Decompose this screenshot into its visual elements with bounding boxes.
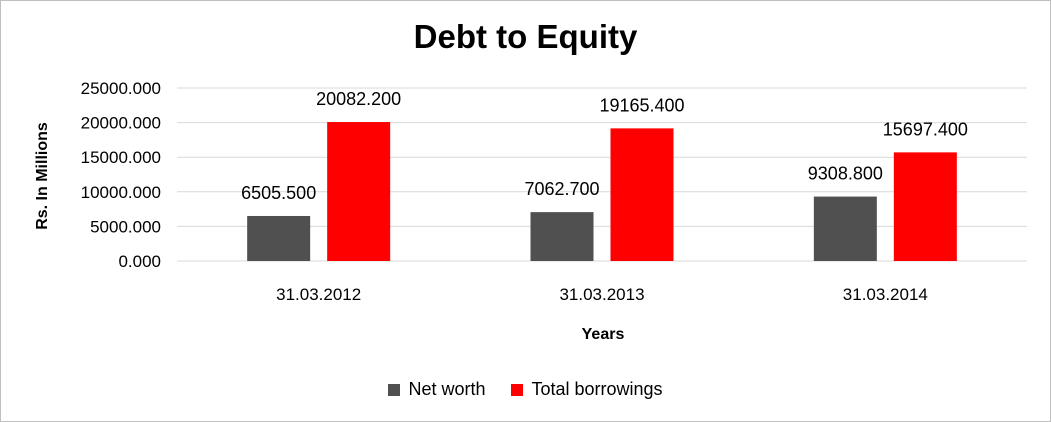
data-label-total-borrowings: 20082.200 bbox=[316, 89, 401, 109]
chart-title: Debt to Equity bbox=[413, 18, 638, 55]
x-tick-label: 31.03.2012 bbox=[276, 285, 361, 304]
x-tick-label: 31.03.2014 bbox=[843, 285, 928, 304]
legend-swatch-net-worth bbox=[388, 383, 401, 396]
y-tick-label: 25000.000 bbox=[81, 79, 161, 98]
legend-swatch-total-borrowings bbox=[511, 383, 524, 396]
x-tick-label: 31.03.2013 bbox=[559, 285, 644, 304]
legend-label-net-worth: Net worth bbox=[408, 379, 486, 399]
y-tick-label: 15000.000 bbox=[81, 148, 161, 167]
legend-item-net-worth: Net worth bbox=[388, 379, 485, 400]
data-label-net-worth: 9308.800 bbox=[808, 164, 883, 184]
data-label-net-worth: 7062.700 bbox=[524, 179, 599, 199]
chart-legend: Net worth Total borrowings bbox=[0, 379, 1051, 400]
bar-total-borrowings bbox=[610, 128, 674, 261]
y-tick-label: 5000.000 bbox=[90, 217, 161, 236]
legend-label-total-borrowings: Total borrowings bbox=[531, 379, 663, 399]
bar-net-worth bbox=[247, 215, 311, 261]
x-axis-title: Years bbox=[582, 326, 625, 343]
bar-total-borrowings bbox=[327, 122, 391, 261]
data-label-total-borrowings: 19165.400 bbox=[599, 95, 684, 115]
data-label-net-worth: 6505.500 bbox=[241, 183, 316, 203]
y-tick-label: 20000.000 bbox=[81, 114, 161, 133]
y-tick-label: 0.000 bbox=[118, 252, 161, 271]
y-tick-label: 10000.000 bbox=[81, 183, 161, 202]
legend-item-total-borrowings: Total borrowings bbox=[511, 379, 663, 400]
y-axis-title: Rs. In Millions bbox=[34, 122, 51, 230]
bar-net-worth bbox=[530, 212, 594, 261]
data-label-total-borrowings: 15697.400 bbox=[883, 119, 968, 139]
bar-net-worth bbox=[813, 196, 877, 261]
bar-total-borrowings bbox=[893, 152, 957, 261]
